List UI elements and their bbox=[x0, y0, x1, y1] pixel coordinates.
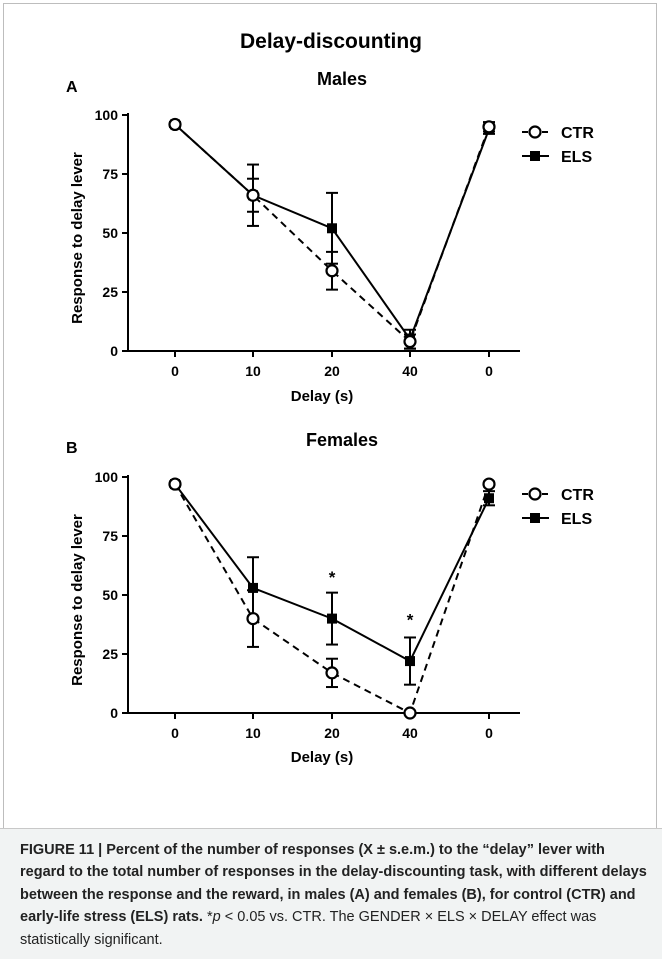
caption-p-symbol: p bbox=[212, 909, 221, 926]
y-tick-label: 0 bbox=[110, 343, 118, 359]
data-point-ctr bbox=[482, 477, 496, 491]
series-line-ctr bbox=[174, 123, 490, 344]
caption-label: FIGURE 11 | Percent of the number of res… bbox=[20, 842, 647, 926]
x-tick-label: 0 bbox=[485, 725, 493, 741]
data-point-els bbox=[327, 223, 337, 234]
legend-marker-els bbox=[530, 151, 540, 161]
panel-letter: A bbox=[66, 79, 78, 96]
data-point-ctr bbox=[403, 706, 417, 720]
panel-title: Females bbox=[306, 430, 378, 450]
panel-title: Males bbox=[317, 69, 367, 89]
y-axis-title: Response to delay lever bbox=[69, 514, 86, 686]
data-point-els bbox=[248, 582, 258, 593]
x-tick-label: 0 bbox=[171, 725, 179, 741]
y-tick-label: 100 bbox=[95, 107, 119, 123]
x-tick-label: 20 bbox=[324, 725, 340, 741]
y-axis-title: Response to delay lever bbox=[69, 152, 86, 324]
data-point-ctr bbox=[325, 666, 339, 680]
x-tick-label: 20 bbox=[324, 363, 340, 379]
y-tick-label: 25 bbox=[102, 646, 118, 662]
y-tick-label: 75 bbox=[102, 166, 118, 182]
y-tick-label: 25 bbox=[102, 284, 118, 300]
data-point-ctr bbox=[168, 477, 182, 491]
x-tick-label: 40 bbox=[402, 725, 418, 741]
x-tick-label: 0 bbox=[171, 363, 179, 379]
data-point-els bbox=[484, 493, 494, 504]
y-tick-label: 50 bbox=[102, 225, 118, 241]
y-tick-label: 75 bbox=[102, 528, 118, 544]
data-point-ctr bbox=[482, 120, 496, 134]
x-tick-label: 40 bbox=[402, 363, 418, 379]
figure-frame bbox=[3, 3, 657, 958]
legend-marker-ctr bbox=[528, 487, 542, 501]
panel-letter: B bbox=[66, 440, 78, 457]
legend-marker-ctr bbox=[528, 125, 542, 139]
legend-label-ctr: CTR bbox=[561, 487, 594, 504]
panel-females: B Females 0 25 50 75 100 0 10 20 40 0 Delay (s) Respo… bbox=[66, 430, 594, 766]
legend-label-els: ELS bbox=[561, 149, 592, 166]
data-point-ctr bbox=[168, 117, 182, 132]
caption-star: * bbox=[202, 909, 213, 926]
data-point-ctr bbox=[246, 611, 260, 626]
x-tick-label: 10 bbox=[245, 725, 261, 741]
x-tick-label: 10 bbox=[245, 363, 261, 379]
data-point-ctr bbox=[246, 188, 260, 202]
y-tick-label: 50 bbox=[102, 587, 118, 603]
legend-label-ctr: CTR bbox=[561, 125, 594, 142]
x-axis-title: Delay (s) bbox=[291, 388, 354, 405]
data-point-ctr bbox=[325, 264, 339, 278]
data-point-ctr bbox=[403, 334, 417, 349]
y-tick-label: 0 bbox=[110, 705, 118, 721]
data-point-els bbox=[327, 613, 337, 624]
panel-males: A Males 0 25 50 75 100 0 10 20 40 0 Delay (s) Respons… bbox=[66, 69, 594, 405]
x-axis-title: Delay (s) bbox=[291, 749, 354, 766]
figure-title: Delay-discounting bbox=[240, 30, 422, 53]
data-point-els bbox=[405, 656, 415, 667]
caption-rest: < 0.05 vs. CTR. The GENDER × ELS × DELAY… bbox=[20, 909, 597, 948]
legend-label-els: ELS bbox=[561, 511, 592, 528]
significance-star: * bbox=[329, 568, 336, 587]
x-tick-label: 0 bbox=[485, 363, 493, 379]
legend-marker-els bbox=[530, 513, 540, 523]
significance-star: * bbox=[407, 611, 414, 630]
y-tick-label: 100 bbox=[95, 469, 119, 485]
figure-caption: FIGURE 11 | Percent of the number of res… bbox=[0, 828, 662, 959]
